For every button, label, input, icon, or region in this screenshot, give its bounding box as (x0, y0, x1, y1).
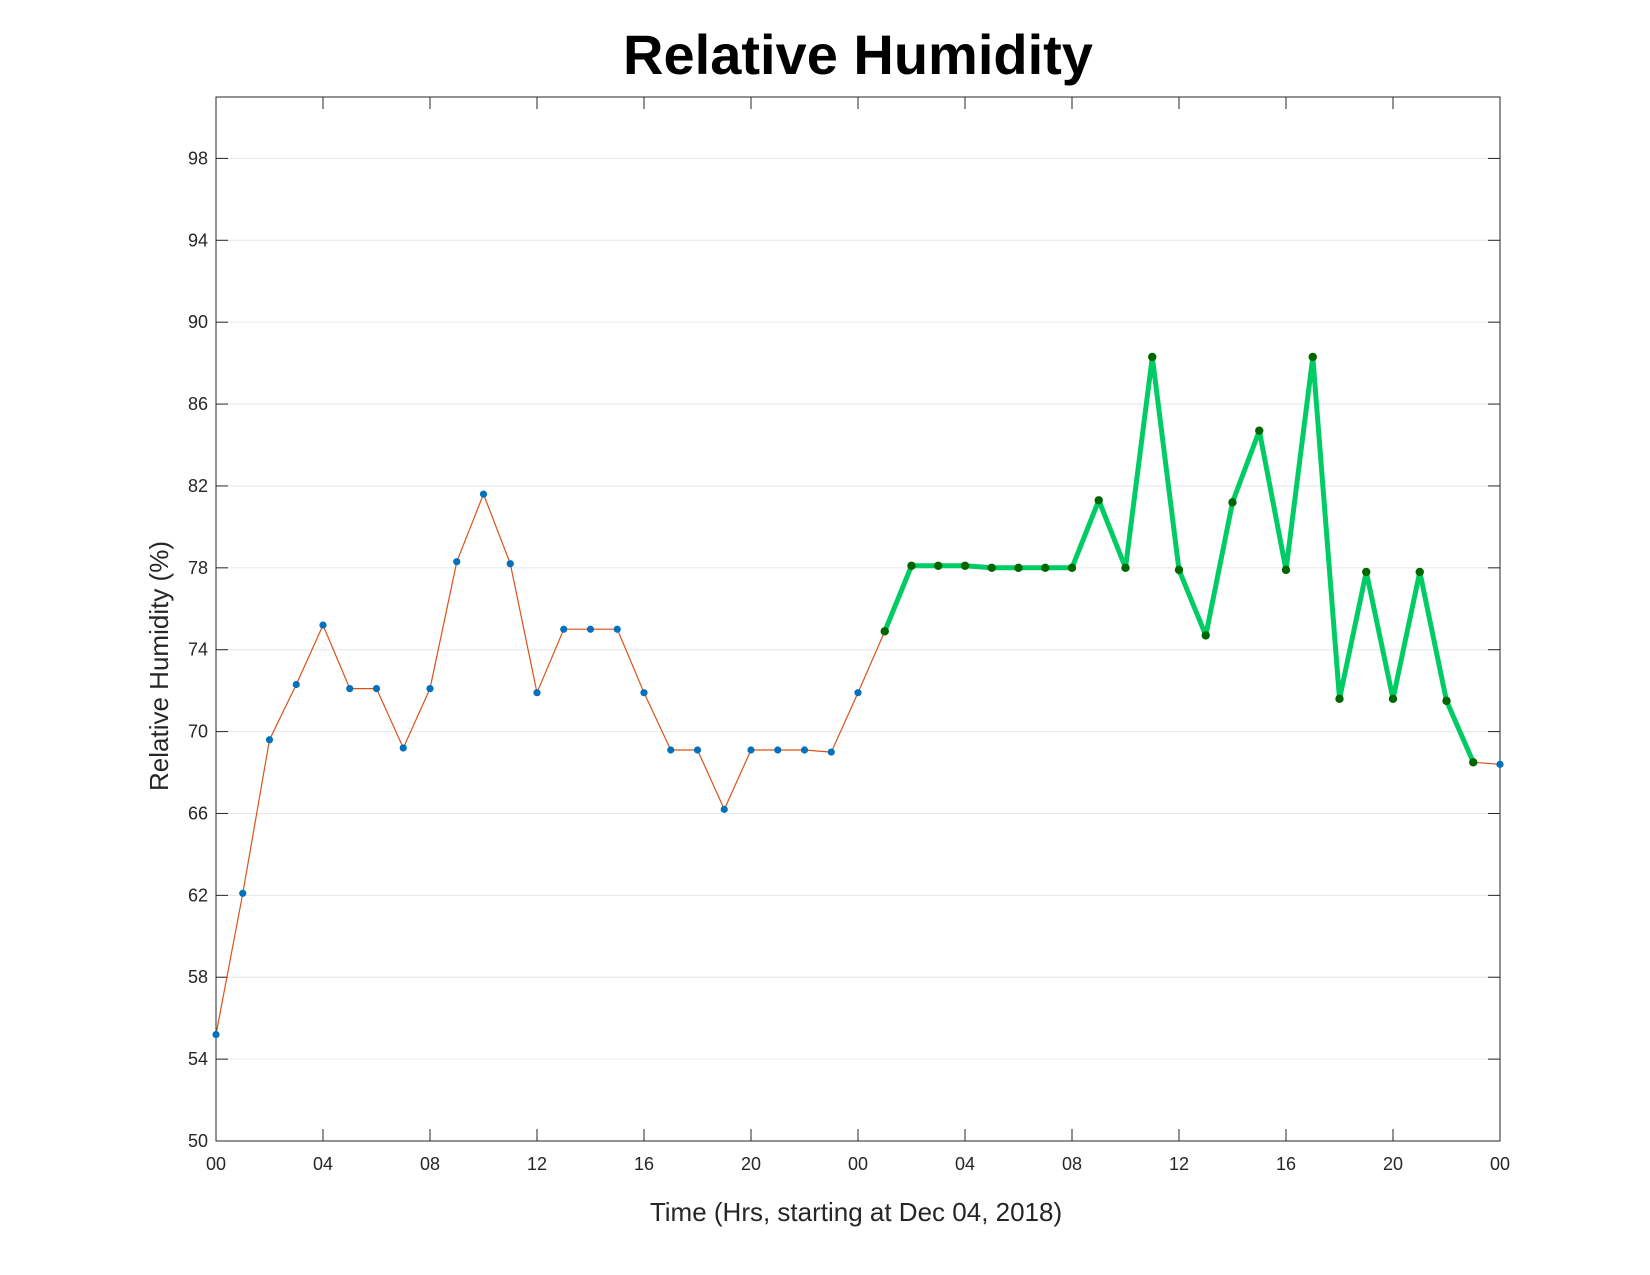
x-tick-label: 20 (741, 1154, 761, 1174)
series-1-point (372, 685, 381, 693)
series-2-point (1255, 426, 1264, 435)
series-1-point (346, 685, 354, 693)
x-tick-label: 12 (527, 1154, 547, 1174)
series-2-point (1469, 758, 1478, 767)
series-1-point (800, 746, 809, 754)
y-tick-label: 90 (188, 312, 208, 332)
series-2-point (987, 563, 996, 573)
series-2-point (1067, 563, 1077, 573)
y-tick-label: 98 (188, 148, 208, 168)
series-1-point (613, 625, 621, 633)
y-tick-label: 74 (188, 640, 208, 660)
series-2-point (1388, 694, 1398, 704)
x-tick-label: 00 (1490, 1154, 1510, 1174)
series-2-point (1201, 631, 1210, 640)
x-tick-label: 12 (1169, 1154, 1189, 1174)
series-2-point (1148, 352, 1157, 362)
series-1-point (560, 625, 568, 633)
series-1-point (506, 560, 514, 568)
series-2-point (934, 561, 943, 570)
series-2-point (1415, 567, 1424, 577)
series-1-point (1496, 760, 1504, 768)
series-2-point (1228, 498, 1237, 507)
series-1-point (854, 689, 862, 697)
series-2-point (1041, 563, 1050, 573)
y-tick-label: 54 (188, 1049, 208, 1069)
y-tick-label: 70 (188, 722, 208, 742)
series-2-point (1335, 694, 1344, 704)
series-2-point (907, 561, 916, 570)
series-1-point (479, 490, 488, 498)
series-2-point (1442, 696, 1451, 706)
series-1-point (239, 889, 247, 897)
y-tick-label: 66 (188, 803, 208, 823)
series-1-point (212, 1030, 220, 1039)
series-1-point (774, 746, 782, 754)
chart-title: Relative Humidity (623, 23, 1093, 86)
x-tick-label: 08 (1062, 1154, 1082, 1174)
series-2-point (1094, 496, 1103, 505)
series-2-point (1014, 563, 1023, 573)
x-tick-label: 04 (313, 1154, 333, 1174)
x-tick-label: 08 (420, 1154, 440, 1174)
series-1-point (426, 685, 434, 693)
series-1-point (533, 689, 541, 697)
axis-ticks: 50 54 58 62 66 70 74 78 82 86 90 94 98 00 04 08 12 16 20 00… (188, 97, 1510, 1174)
y-tick-label: 62 (188, 885, 208, 905)
series-2 (880, 352, 1478, 767)
x-tick-label: 04 (955, 1154, 975, 1174)
series-1-point (319, 621, 327, 629)
y-axis-label: Relative Humidity (%) (144, 541, 174, 791)
x-tick-label: 00 (206, 1154, 226, 1174)
series-1-point (667, 746, 675, 754)
series-1-point (453, 558, 461, 566)
y-tick-label: 82 (188, 476, 208, 496)
series-2-point (1121, 563, 1130, 573)
series-layer (212, 352, 1504, 1039)
series-1-point (586, 625, 595, 633)
series-2-point (960, 561, 970, 570)
series-1-point (827, 748, 835, 756)
series-2-point (880, 627, 889, 636)
series-1-point (747, 746, 755, 754)
grid-lines (216, 157, 1500, 1060)
series-1-point (399, 744, 407, 752)
series-1-point (640, 689, 648, 697)
y-tick-label: 50 (188, 1131, 208, 1151)
series-1-point (265, 736, 274, 744)
series-1-point (720, 805, 728, 813)
y-tick-label: 94 (188, 230, 208, 250)
series-1-point (693, 746, 702, 754)
series-1-point (292, 680, 300, 689)
y-tick-label: 86 (188, 394, 208, 414)
series-2-point (1362, 567, 1371, 577)
x-tick-label: 16 (634, 1154, 654, 1174)
x-tick-label: 20 (1383, 1154, 1403, 1174)
series-2-point (1174, 565, 1184, 575)
y-tick-label: 58 (188, 967, 208, 987)
y-tick-label: 78 (188, 558, 208, 578)
series-2-point (1281, 565, 1291, 575)
series-2-point (1308, 352, 1317, 362)
x-tick-label: 00 (848, 1154, 868, 1174)
x-axis-label: Time (Hrs, starting at Dec 04, 2018) (650, 1197, 1062, 1227)
x-tick-label: 16 (1276, 1154, 1296, 1174)
